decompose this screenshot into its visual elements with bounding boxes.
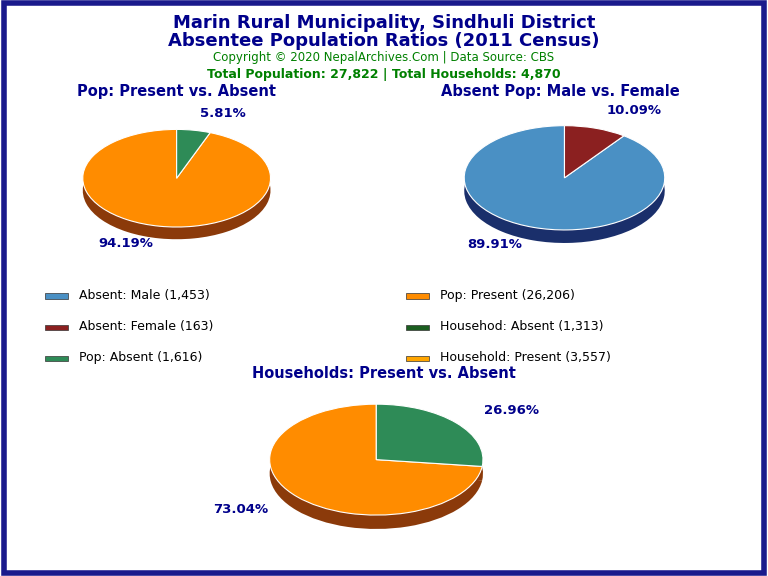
- Text: Households: Present vs. Absent: Households: Present vs. Absent: [252, 366, 516, 381]
- FancyBboxPatch shape: [45, 293, 68, 299]
- Text: Absentee Population Ratios (2011 Census): Absentee Population Ratios (2011 Census): [168, 32, 600, 50]
- Text: 89.91%: 89.91%: [468, 238, 522, 251]
- Wedge shape: [564, 126, 624, 178]
- Text: Household: Present (3,557): Household: Present (3,557): [439, 351, 611, 364]
- FancyBboxPatch shape: [406, 325, 429, 330]
- Text: Absent Pop: Male vs. Female: Absent Pop: Male vs. Female: [442, 84, 680, 98]
- Text: Absent: Male (1,453): Absent: Male (1,453): [78, 289, 210, 302]
- Text: 26.96%: 26.96%: [484, 404, 539, 416]
- Text: Marin Rural Municipality, Sindhuli District: Marin Rural Municipality, Sindhuli Distr…: [173, 14, 595, 32]
- FancyBboxPatch shape: [45, 325, 68, 330]
- FancyBboxPatch shape: [406, 293, 429, 299]
- Text: Pop: Present vs. Absent: Pop: Present vs. Absent: [77, 84, 276, 98]
- Text: Total Population: 27,822 | Total Households: 4,870: Total Population: 27,822 | Total Househo…: [207, 68, 561, 81]
- Wedge shape: [270, 404, 482, 515]
- Text: Househod: Absent (1,313): Househod: Absent (1,313): [439, 320, 603, 333]
- Wedge shape: [177, 130, 210, 178]
- Text: 10.09%: 10.09%: [607, 104, 662, 118]
- Wedge shape: [83, 142, 270, 239]
- Wedge shape: [464, 126, 665, 230]
- Text: Absent: Female (163): Absent: Female (163): [78, 320, 213, 333]
- Wedge shape: [177, 142, 210, 191]
- Text: Copyright © 2020 NepalArchives.Com | Data Source: CBS: Copyright © 2020 NepalArchives.Com | Dat…: [214, 51, 554, 64]
- Wedge shape: [83, 130, 270, 227]
- Text: 73.04%: 73.04%: [214, 503, 269, 516]
- Text: 94.19%: 94.19%: [99, 237, 154, 249]
- FancyBboxPatch shape: [45, 356, 68, 361]
- Wedge shape: [376, 404, 483, 467]
- Text: Pop: Absent (1,616): Pop: Absent (1,616): [78, 351, 202, 364]
- Text: 5.81%: 5.81%: [200, 107, 246, 120]
- Text: Pop: Present (26,206): Pop: Present (26,206): [439, 289, 574, 302]
- Wedge shape: [270, 418, 482, 529]
- Wedge shape: [564, 139, 624, 191]
- Wedge shape: [464, 139, 665, 243]
- Wedge shape: [376, 418, 483, 480]
- FancyBboxPatch shape: [406, 356, 429, 361]
